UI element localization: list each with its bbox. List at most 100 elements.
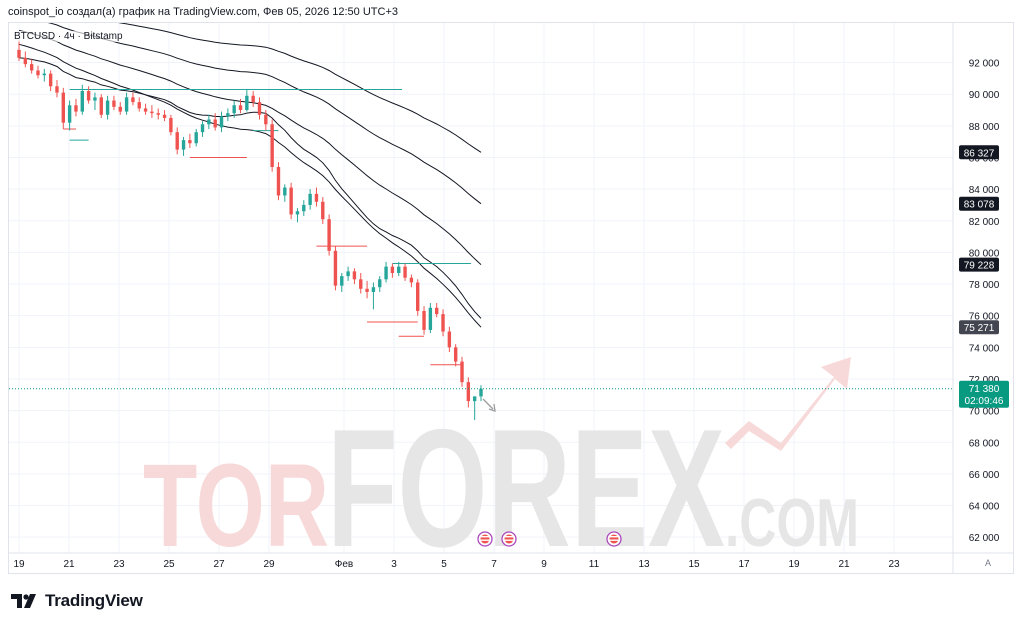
- candle-body: [36, 70, 40, 76]
- ma-tag-bg: [959, 257, 999, 272]
- y-tick-label: 88 000: [969, 122, 1000, 133]
- candle-body: [194, 132, 198, 144]
- candle-body: [162, 114, 167, 118]
- candle-body: [61, 92, 66, 123]
- us-flag-icon: [504, 534, 514, 544]
- grid-lines: [9, 23, 953, 553]
- tradingview-logo-icon: [11, 594, 36, 608]
- watermark-tor: TOR: [143, 440, 329, 572]
- watermark-forex: FOREX: [327, 394, 725, 573]
- candlestick-series: [17, 40, 483, 421]
- candle-body: [409, 277, 414, 283]
- y-tick-label: 70 000: [969, 407, 1000, 418]
- ma-tag-label: 79 228: [964, 261, 995, 272]
- x-tick-label: 21: [63, 559, 75, 570]
- us-flag-stripe: [609, 536, 619, 538]
- price-axis[interactable]: 62 000 64 000 66 000 68 000 70 000 72 000 74 0…: [952, 23, 1000, 573]
- candle-body: [295, 211, 300, 215]
- y-tick-label: 66 000: [969, 470, 1000, 481]
- candle-body: [105, 100, 110, 115]
- candle-body: [99, 97, 103, 115]
- current-price-value: 71 380: [969, 384, 1000, 395]
- candle-body: [460, 361, 464, 383]
- candle-body: [175, 132, 179, 150]
- candle-body: [264, 114, 268, 125]
- y-tick-label: 76 000: [969, 312, 1000, 323]
- candle-body: [308, 193, 312, 205]
- watermark-com: .COM: [725, 485, 859, 561]
- x-tick-label: 5: [441, 559, 447, 570]
- candle-body: [416, 282, 420, 311]
- x-tick-label: 9: [541, 559, 547, 570]
- ma-line-5: [18, 57, 482, 319]
- torforex-watermark: TOR FOREX .COM: [143, 357, 859, 573]
- tradingview-logo-text: TradingView: [45, 591, 143, 610]
- tradingview-logo[interactable]: TradingView: [11, 591, 143, 611]
- y-tick-label: 78 000: [969, 280, 1000, 291]
- candle-body: [213, 119, 217, 128]
- x-tick-label: 7: [491, 559, 497, 570]
- candle-body: [276, 166, 281, 196]
- x-tick-label: 19: [788, 559, 800, 570]
- watermark-arrow-shape: [725, 357, 851, 451]
- candle-body: [378, 279, 382, 288]
- y-tick-label: 84 000: [969, 185, 1000, 196]
- ma-line-1: [18, 43, 482, 328]
- candle-body: [23, 57, 28, 65]
- candle-body: [434, 307, 439, 315]
- auto-scale-button[interactable]: A: [984, 558, 991, 568]
- symbol-legend[interactable]: BTCUSD · 4ч · Bitstamp: [14, 31, 123, 42]
- candle-body: [472, 396, 477, 402]
- y-tick-label: 74 000: [969, 343, 1000, 354]
- y-tick-label: 64 000: [969, 502, 1000, 513]
- candle-body: [238, 105, 243, 111]
- chart-canvas[interactable]: TOR FOREX .COM 62 000 64 000 66 000 68 000 7…: [9, 23, 1013, 573]
- candle-body: [441, 314, 445, 332]
- y-tick-label: 68 000: [969, 438, 1000, 449]
- ma-tag-label: 75 271: [964, 323, 995, 334]
- candle-body: [390, 266, 395, 273]
- ma-line-2: [18, 29, 482, 265]
- candle-body: [169, 117, 173, 133]
- candle-body: [74, 105, 78, 112]
- ma-line-4: [118, 23, 482, 153]
- us-flag-stripe: [480, 536, 490, 538]
- candle-body: [42, 73, 47, 76]
- candle-body: [200, 124, 205, 133]
- ma-line-3: [47, 23, 482, 205]
- candle-body: [333, 250, 338, 286]
- chart-area[interactable]: TOR FOREX .COM 62 000 64 000 66 000 68 000 7…: [8, 22, 1014, 574]
- y-tick-label: 72 000: [969, 375, 1000, 386]
- time-axis[interactable]: 19 21 23 25 27 29 Фев 3 5 7 9 11 13 15 17 19 21 23: [9, 552, 1013, 570]
- candle-body: [67, 105, 72, 123]
- candle-body: [181, 140, 186, 150]
- us-flag-stripe: [504, 536, 514, 538]
- candle-body: [289, 187, 293, 215]
- candle-body: [371, 287, 376, 292]
- candle-body: [188, 140, 192, 144]
- x-tick-label: 21: [838, 559, 850, 570]
- candle-body: [118, 106, 122, 112]
- x-tick-label: 19: [13, 559, 25, 570]
- projection-arrow: [482, 398, 496, 412]
- candle-body: [346, 271, 350, 277]
- y-tick-label: 62 000: [969, 533, 1000, 544]
- economic-events: [477, 531, 622, 547]
- candle-body: [156, 113, 160, 115]
- x-tick-label: 23: [113, 559, 125, 570]
- candle-body: [283, 187, 287, 196]
- ma-tag-bg: [959, 196, 999, 211]
- candle-body: [143, 108, 148, 112]
- candle-body: [80, 91, 84, 112]
- y-tick-label: 82 000: [969, 217, 1000, 228]
- ma-value-tags: 86 327 83 078 79 228 75 271: [959, 145, 999, 335]
- ma-tag-bg: [959, 320, 999, 335]
- x-tick-label: Фев: [335, 559, 353, 570]
- us-flag-icon: [609, 534, 619, 544]
- candle-body: [422, 310, 426, 330]
- ma-tag-label: 83 078: [964, 200, 995, 211]
- candle-body: [48, 73, 53, 87]
- candle-body: [359, 279, 363, 289]
- candle-body: [365, 288, 369, 292]
- candle-body: [55, 86, 59, 93]
